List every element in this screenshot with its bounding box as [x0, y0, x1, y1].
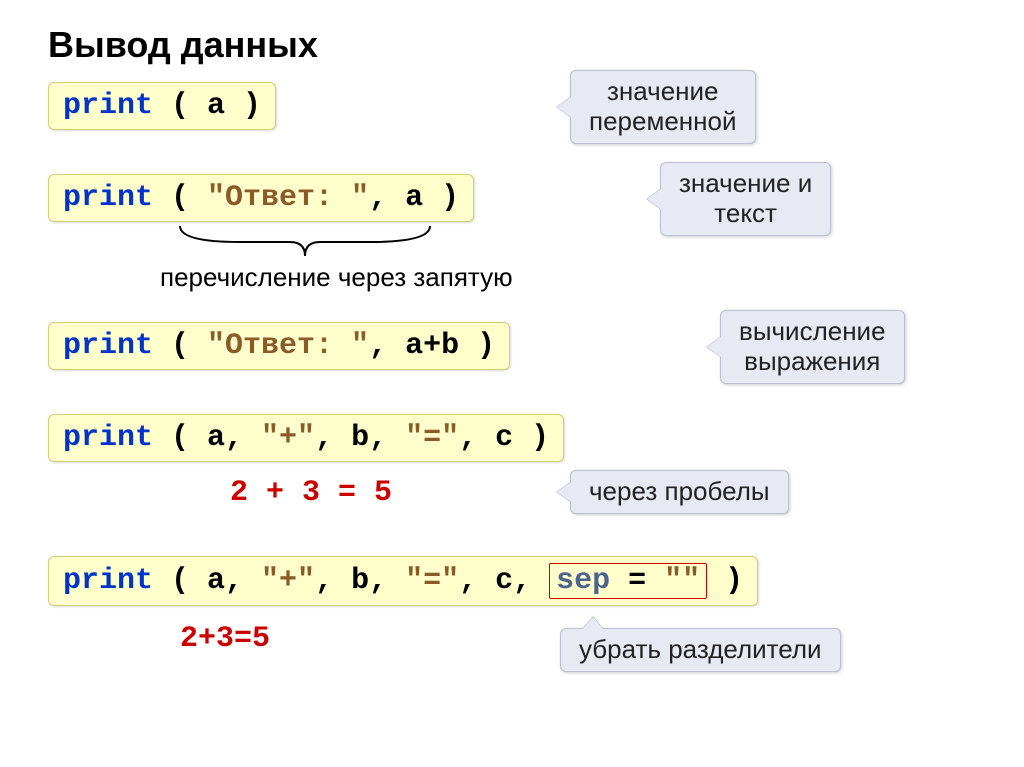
callout-value-and-text: значение итекст — [660, 162, 831, 236]
callout-expression: вычислениевыражения — [720, 310, 905, 384]
result-spaced: 2 + 3 = 5 — [230, 476, 392, 510]
page-title: Вывод данных — [48, 24, 976, 66]
code-row-2: print ( "Ответ: ", a ) — [48, 174, 474, 222]
code-row-3: print ( "Ответ: ", a+b ) — [48, 322, 510, 370]
code-row-5: print ( a, "+", b, "=", c, sep = "" ) — [48, 556, 758, 606]
annotation-comma-enum: перечисление через запятую — [160, 262, 513, 293]
brace-icon — [170, 222, 440, 262]
callout-spaces: через пробелы — [570, 470, 789, 514]
callout-remove-sep: убрать разделители — [560, 628, 841, 672]
result-nosep: 2+3=5 — [180, 622, 270, 656]
code-row-1: print ( a ) — [48, 82, 276, 130]
callout-variable-value: значениепеременной — [570, 70, 756, 144]
code-row-4: print ( a, "+", b, "=", c ) — [48, 414, 564, 462]
